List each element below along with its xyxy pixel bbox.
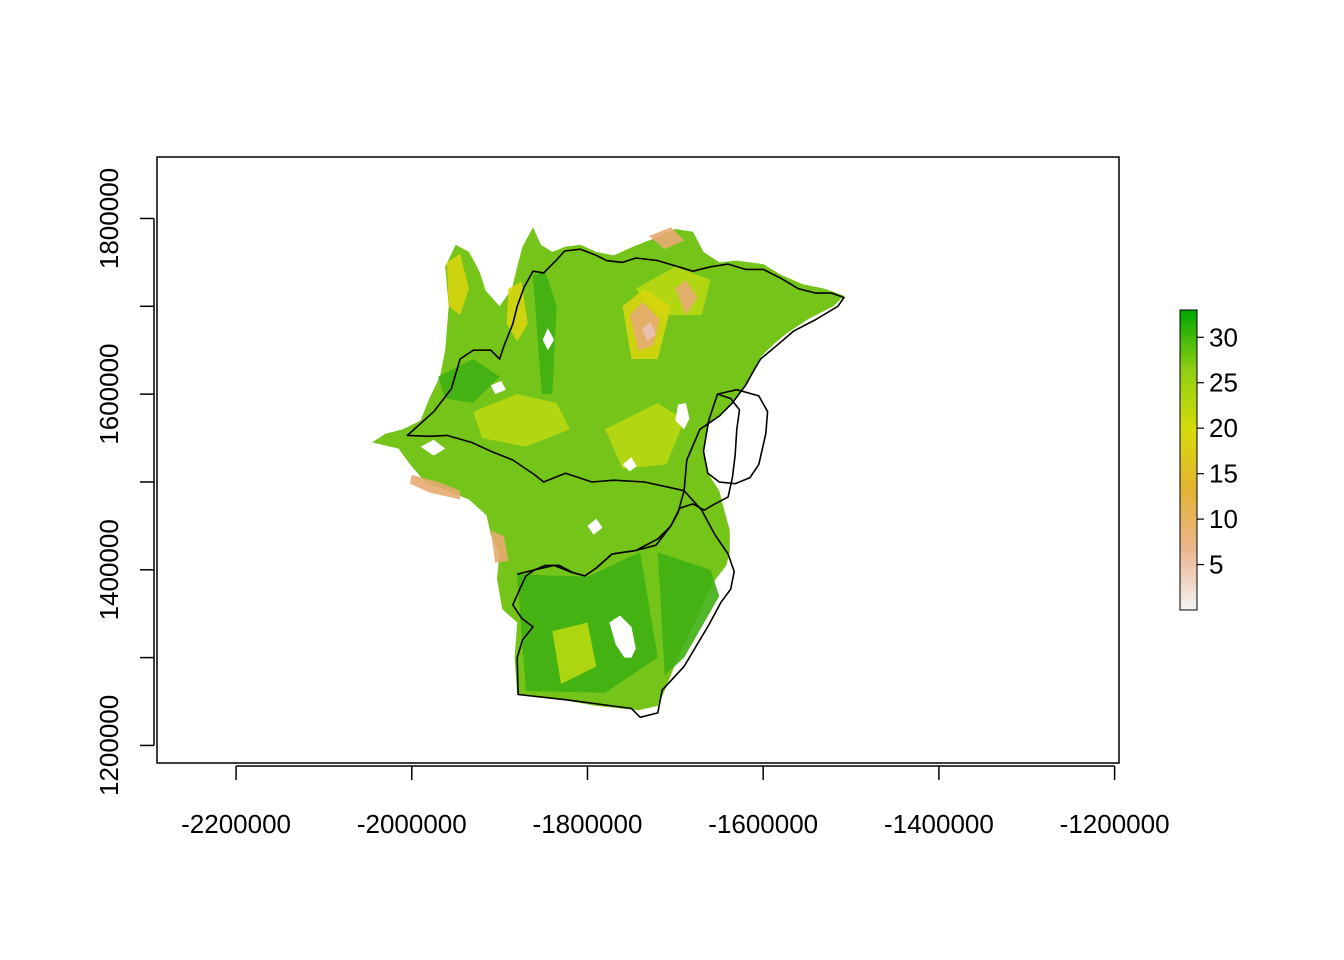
x-tick-label: -1400000 — [884, 809, 994, 839]
no-data-lake-2 — [542, 328, 555, 351]
map-layer — [372, 227, 845, 719]
y-tick-label: 1600000 — [94, 343, 124, 444]
x-axis: -2200000 -2000000 -1800000 -1600000 -1400000… — [181, 765, 1170, 839]
raster-zone-1 — [605, 402, 685, 469]
x-tick-label: -1600000 — [708, 809, 818, 839]
raster-land-area — [372, 227, 844, 711]
legend-colorbar — [1179, 309, 1198, 611]
legend-tick-label: 5 — [1209, 550, 1223, 580]
no-data-lake-5 — [587, 518, 603, 535]
y-tick-label: 1200000 — [94, 695, 124, 796]
x-tick-label: -1200000 — [1060, 809, 1170, 839]
x-tick-label: -2000000 — [357, 809, 467, 839]
raster-zone-7 — [675, 280, 698, 316]
region-boundary — [406, 248, 845, 719]
raster-zone-4 — [446, 253, 469, 316]
east-lobe-boundary — [702, 388, 769, 485]
raster-zone-11 — [642, 322, 656, 342]
raster-zone-14 — [657, 552, 720, 676]
y-tick-label: 1800000 — [94, 168, 124, 269]
raster-zone-15 — [438, 359, 500, 403]
x-tick-label: -2200000 — [181, 809, 291, 839]
legend-tick-label: 30 — [1209, 322, 1238, 352]
raster-zone-13 — [517, 552, 658, 693]
no-data-lake-4 — [490, 381, 506, 395]
no-data-lake-7 — [473, 227, 500, 258]
color-legend: 5 10 15 20 25 30 — [1179, 309, 1238, 611]
no-data-lake-3 — [420, 439, 446, 456]
y-axis: 1200000 1400000 1600000 1800000 — [94, 168, 155, 796]
no-data-lake-1 — [675, 402, 690, 430]
plot-frame — [156, 156, 1120, 764]
subregion-boundary — [517, 393, 741, 577]
y-tick-label: 1400000 — [94, 519, 124, 620]
legend-tick-label: 20 — [1209, 413, 1238, 443]
no-data-lake-0 — [609, 615, 636, 658]
raster-zone-0 — [473, 394, 570, 447]
legend-ticks: 5 10 15 20 25 30 — [1197, 322, 1238, 580]
raster-zone-8 — [649, 227, 685, 250]
raster-zone-12 — [533, 271, 557, 395]
legend-tick-label: 15 — [1209, 459, 1238, 489]
legend-tick-label: 10 — [1209, 504, 1238, 534]
raster-zone-9 — [410, 474, 461, 500]
raster-zone-16 — [552, 622, 597, 684]
no-data-lake-6 — [622, 457, 637, 472]
raster-zone-6 — [629, 301, 660, 351]
raster-zone-10 — [490, 530, 509, 563]
legend-tick-label: 25 — [1209, 368, 1238, 398]
x-tick-label: -1800000 — [533, 809, 643, 839]
